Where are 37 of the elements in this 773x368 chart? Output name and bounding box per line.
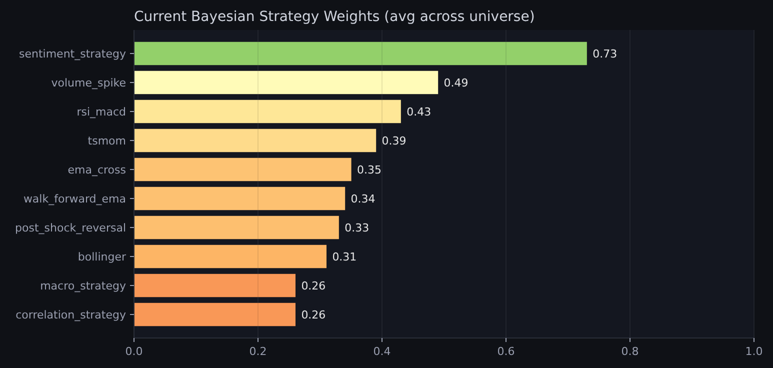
data-label: 0.26 <box>301 279 326 292</box>
y-tick-label: rsi_macd <box>76 105 126 118</box>
data-label: 0.73 <box>592 47 618 60</box>
data-label: 0.31 <box>332 250 357 264</box>
data-label: 0.33 <box>344 221 370 234</box>
y-tick-label: macro_strategy <box>40 279 126 292</box>
bar <box>134 100 401 124</box>
bar <box>134 158 352 182</box>
data-label: 0.43 <box>406 105 432 118</box>
y-tick-label: ema_cross <box>68 163 126 176</box>
x-tick-label: 0.0 <box>125 345 143 358</box>
data-label: 0.39 <box>382 134 406 148</box>
x-tick-label: 0.2 <box>249 345 267 358</box>
y-tick-label: sentiment_strategy <box>19 47 126 60</box>
bar <box>134 186 346 210</box>
data-label: 0.26 <box>301 308 326 322</box>
y-tick-label: post_shock_reversal <box>15 221 126 234</box>
bar <box>134 42 587 66</box>
chart-title: Current Bayesian Strategy Weights (avg across universe) <box>134 9 535 25</box>
data-label: 0.34 <box>350 192 376 206</box>
y-tick-label: tsmom <box>88 134 126 148</box>
bar <box>134 70 438 94</box>
y-tick-label: correlation_strategy <box>16 308 126 322</box>
bar <box>134 302 296 326</box>
bar <box>134 244 326 268</box>
y-tick-label: walk_forward_ema <box>23 192 126 206</box>
data-label: 0.35 <box>357 163 382 176</box>
bar <box>134 216 339 240</box>
x-tick-label: 0.8 <box>621 345 639 358</box>
data-label: 0.49 <box>444 76 468 90</box>
x-tick-label: 0.6 <box>497 345 515 358</box>
y-tick-label: bollinger <box>78 250 126 264</box>
y-tick-label: volume_spike <box>51 76 126 90</box>
x-tick-label: 0.4 <box>373 345 391 358</box>
bar <box>134 274 296 298</box>
x-tick-label: 1.0 <box>745 345 763 358</box>
bar <box>134 128 376 152</box>
